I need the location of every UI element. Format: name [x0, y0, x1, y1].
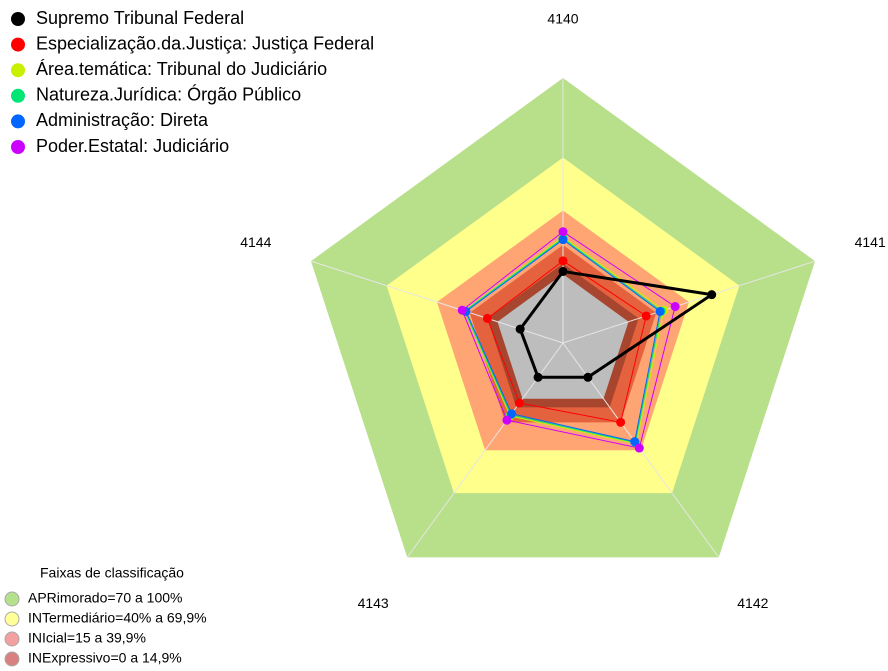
series-point: [533, 372, 543, 382]
axis-label: 4141: [855, 234, 886, 250]
legend-label: Área.temática: Tribunal do Judiciário: [36, 59, 327, 79]
legend-dot: [11, 12, 25, 26]
series-line: [486, 260, 647, 423]
series-point: [616, 417, 626, 427]
band-legend-label: INIcial=15 a 39,9%: [28, 630, 146, 646]
legend-dot: [11, 63, 25, 78]
series-point: [558, 227, 568, 237]
band-legend-label: INExpressivo=0 a 14,9%: [28, 650, 182, 666]
axis-label: 4143: [358, 595, 389, 611]
band-legend-dot: [4, 651, 20, 667]
axis-label: 4140: [547, 11, 578, 27]
series-point: [502, 415, 512, 425]
band-legend-dot: [4, 631, 20, 647]
series-line: [518, 269, 716, 379]
legend-label: Especialização.da.Justiça: Justiça Feder…: [36, 33, 374, 53]
series-point: [515, 324, 525, 334]
spoke: [562, 260, 816, 344]
legend-dot: [11, 37, 25, 52]
series-point: [583, 372, 593, 382]
series-point: [514, 398, 524, 408]
series-point: [558, 256, 568, 266]
series-point: [558, 266, 568, 276]
series-point: [634, 443, 644, 453]
series-line: [464, 237, 662, 444]
series-point: [482, 313, 492, 323]
legend-label: Poder.Estatal: Judiciário: [36, 136, 229, 156]
series-line: [465, 239, 661, 443]
legend-label: Administração: Direta: [36, 110, 209, 130]
band-legend-dot: [4, 611, 20, 627]
series-point: [641, 311, 651, 321]
series-line: [461, 231, 676, 449]
band-legend-label: INTermediário=40% a 69,9%: [28, 610, 207, 626]
bands-title: Faixas de classificação: [40, 565, 184, 581]
series-point: [655, 306, 665, 316]
series-point: [707, 290, 717, 300]
legend-label: Supremo Tribunal Federal: [36, 8, 244, 28]
series-point: [457, 305, 467, 315]
legend-dot: [11, 140, 25, 154]
series-point: [630, 437, 640, 447]
legend-dot: [11, 88, 25, 103]
band-legend-dot: [4, 591, 20, 607]
series-point: [507, 409, 517, 419]
axis-label: 4144: [240, 234, 271, 250]
series-point: [558, 235, 568, 245]
series-point: [670, 302, 680, 312]
legend-label: Natureza.Jurídica: Órgão Público: [36, 84, 301, 105]
legend-dot: [11, 114, 25, 129]
axis-label: 4142: [737, 595, 768, 611]
band-legend-label: APRimorado=70 a 100%: [28, 590, 183, 606]
